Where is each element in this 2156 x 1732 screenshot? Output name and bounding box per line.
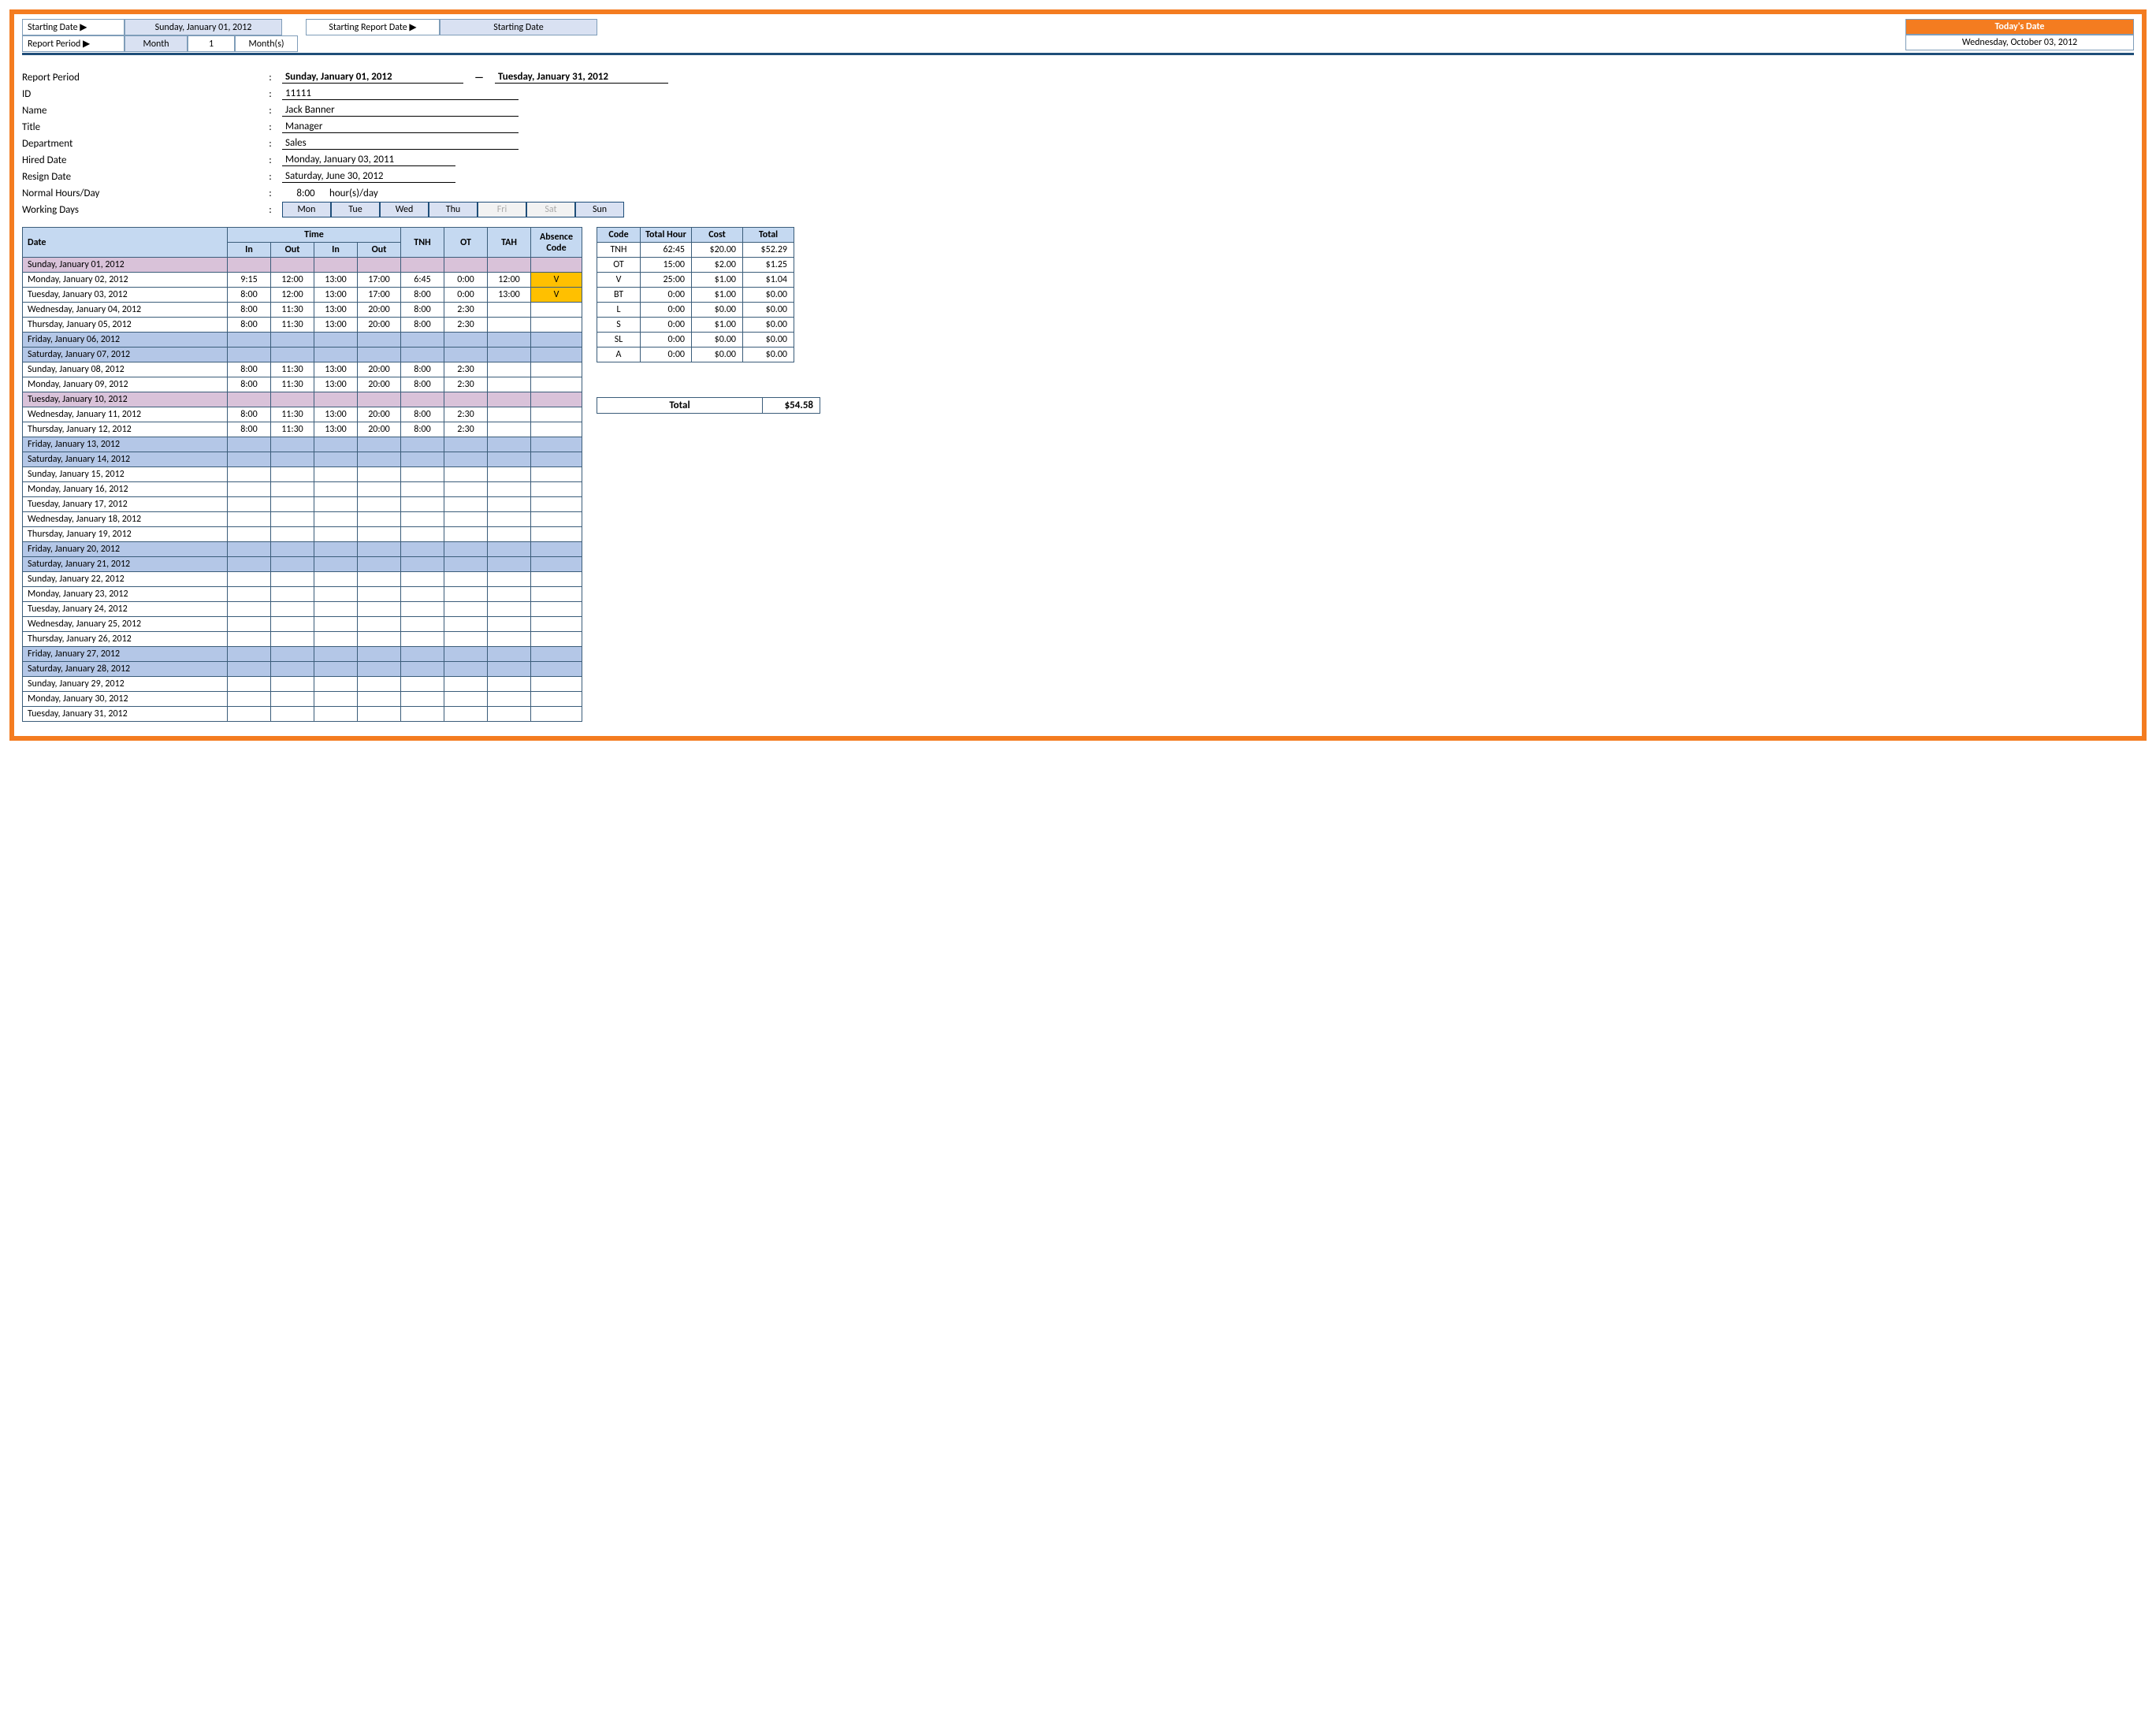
timesheet-row[interactable]: Sunday, January 22, 2012: [23, 572, 582, 587]
summary-row: SL0:00$0.00$0.00: [597, 333, 794, 348]
timesheet-row[interactable]: Tuesday, January 24, 2012: [23, 602, 582, 617]
info-title[interactable]: Manager: [282, 121, 519, 133]
info-hired[interactable]: Monday, January 03, 2011: [282, 154, 455, 166]
working-day-sat[interactable]: Sat: [526, 202, 575, 217]
today-value: Wednesday, October 03, 2012: [1905, 35, 2134, 50]
working-day-mon[interactable]: Mon: [282, 202, 331, 217]
timesheet-row[interactable]: Tuesday, January 03, 20128:0012:0013:001…: [23, 288, 582, 303]
timesheet-row[interactable]: Monday, January 16, 2012: [23, 482, 582, 497]
working-day-thu[interactable]: Thu: [429, 202, 478, 217]
summary-table: Code Total Hour Cost Total TNH62:45$20.0…: [597, 227, 794, 362]
top-bar: Starting Date ▶ Sunday, January 01, 2012…: [22, 19, 2134, 55]
info-name[interactable]: Jack Banner: [282, 104, 519, 117]
working-day-tue[interactable]: Tue: [331, 202, 380, 217]
starting-report-value[interactable]: Starting Date: [440, 19, 597, 35]
report-period-qty[interactable]: 1: [188, 35, 235, 52]
info-resign[interactable]: Saturday, June 30, 2012: [282, 170, 455, 183]
working-days: MonTueWedThuFriSatSun: [282, 202, 624, 217]
timesheet-row[interactable]: Wednesday, January 18, 2012: [23, 512, 582, 527]
starting-report-label: Starting Report Date ▶: [306, 19, 440, 35]
spreadsheet-frame: Starting Date ▶ Sunday, January 01, 2012…: [9, 9, 2147, 741]
timesheet-row[interactable]: Saturday, January 14, 2012: [23, 452, 582, 467]
timesheet-row[interactable]: Tuesday, January 17, 2012: [23, 497, 582, 512]
summary-row: V25:00$1.00$1.04: [597, 273, 794, 288]
timesheet-row[interactable]: Sunday, January 29, 2012: [23, 677, 582, 692]
info-report-to: Tuesday, January 31, 2012: [495, 71, 668, 84]
info-normal-hours[interactable]: 8:00: [282, 188, 329, 199]
timesheet-row[interactable]: Sunday, January 08, 20128:0011:3013:0020…: [23, 362, 582, 377]
working-day-wed[interactable]: Wed: [380, 202, 429, 217]
info-dept[interactable]: Sales: [282, 137, 519, 150]
report-period-label: Report Period ▶: [22, 35, 125, 52]
timesheet-row[interactable]: Wednesday, January 11, 20128:0011:3013:0…: [23, 407, 582, 422]
working-day-sun[interactable]: Sun: [575, 202, 624, 217]
info-report-from: Sunday, January 01, 2012: [282, 71, 463, 84]
timesheet-row[interactable]: Sunday, January 15, 2012: [23, 467, 582, 482]
timesheet-table: Date Time TNH OT TAH Absence Code In Out…: [22, 227, 582, 722]
timesheet-row[interactable]: Tuesday, January 10, 2012: [23, 392, 582, 407]
timesheet-row[interactable]: Saturday, January 28, 2012: [23, 662, 582, 677]
employee-info: Report Period : Sunday, January 01, 2012…: [22, 69, 2134, 217]
info-normal-suffix: hour(s)/day: [329, 188, 378, 199]
timesheet-row[interactable]: Monday, January 09, 20128:0011:3013:0020…: [23, 377, 582, 392]
summary-row: TNH62:45$20.00$52.29: [597, 243, 794, 258]
timesheet-row[interactable]: Thursday, January 05, 20128:0011:3013:00…: [23, 318, 582, 333]
timesheet-row[interactable]: Thursday, January 19, 2012: [23, 527, 582, 542]
working-day-fri[interactable]: Fri: [478, 202, 526, 217]
starting-date-value[interactable]: Sunday, January 01, 2012: [125, 19, 282, 35]
summary-row: OT15:00$2.00$1.25: [597, 258, 794, 273]
summary-block: Code Total Hour Cost Total TNH62:45$20.0…: [597, 227, 820, 414]
timesheet-row[interactable]: Monday, January 30, 2012: [23, 692, 582, 707]
timesheet-row[interactable]: Wednesday, January 04, 20128:0011:3013:0…: [23, 303, 582, 318]
summary-row: BT0:00$1.00$0.00: [597, 288, 794, 303]
info-report-period-label: Report Period: [22, 72, 258, 84]
timesheet-row[interactable]: Saturday, January 21, 2012: [23, 557, 582, 572]
report-period-suffix: Month(s): [235, 35, 298, 52]
timesheet-row[interactable]: Friday, January 27, 2012: [23, 647, 582, 662]
timesheet-row[interactable]: Saturday, January 07, 2012: [23, 348, 582, 362]
summary-row: A0:00$0.00$0.00: [597, 348, 794, 362]
report-period-unit[interactable]: Month: [125, 35, 188, 52]
timesheet-row[interactable]: Friday, January 20, 2012: [23, 542, 582, 557]
grand-total: Total $54.58: [597, 397, 820, 414]
timesheet-row[interactable]: Friday, January 06, 2012: [23, 333, 582, 348]
timesheet-row[interactable]: Monday, January 02, 20129:1512:0013:0017…: [23, 273, 582, 288]
summary-row: L0:00$0.00$0.00: [597, 303, 794, 318]
summary-row: S0:00$1.00$0.00: [597, 318, 794, 333]
timesheet-row[interactable]: Thursday, January 12, 20128:0011:3013:00…: [23, 422, 582, 437]
timesheet-row[interactable]: Thursday, January 26, 2012: [23, 632, 582, 647]
timesheet-row[interactable]: Monday, January 23, 2012: [23, 587, 582, 602]
timesheet-row[interactable]: Wednesday, January 25, 2012: [23, 617, 582, 632]
timesheet-row[interactable]: Sunday, January 01, 2012: [23, 258, 582, 273]
timesheet-row[interactable]: Tuesday, January 31, 2012: [23, 707, 582, 722]
today-label: Today's Date: [1905, 19, 2134, 35]
starting-date-label: Starting Date ▶: [22, 19, 125, 35]
timesheet-row[interactable]: Friday, January 13, 2012: [23, 437, 582, 452]
info-id[interactable]: 11111: [282, 87, 519, 100]
